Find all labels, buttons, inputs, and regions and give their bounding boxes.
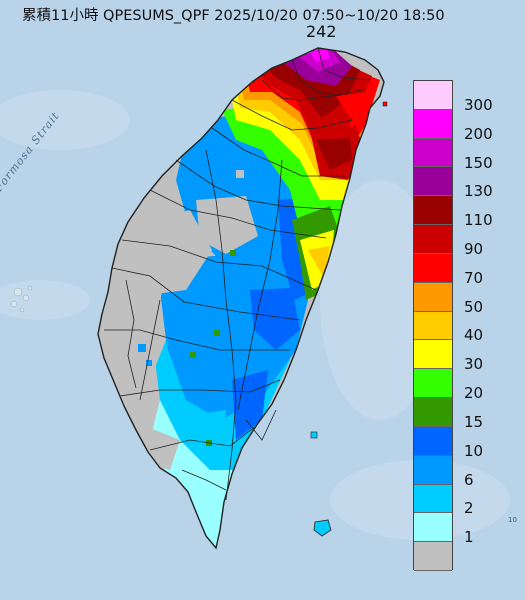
max-rainfall-value: 242 (306, 22, 337, 41)
orchid-island (313, 519, 332, 537)
rainfall-field (104, 48, 380, 548)
map-title: 累積11小時 QPESUMS_QPF 2025/10/20 07:50~10/2… (22, 8, 445, 24)
legend-swatch (414, 369, 452, 399)
green-island (310, 431, 318, 439)
legend-label: 10 (464, 441, 484, 460)
legend-swatch (414, 398, 452, 427)
keelung-islet (382, 101, 388, 107)
legend-label: 40 (464, 326, 484, 345)
legend-label: 70 (464, 268, 484, 287)
legend-swatch (414, 282, 452, 312)
legend-swatch (414, 311, 452, 341)
penghu-islands (10, 285, 33, 313)
legend-swatch (414, 513, 452, 543)
legend-swatch (414, 253, 452, 283)
legend-label: 2 (464, 499, 474, 518)
legend-label: 200 (464, 124, 493, 143)
legend-label: 300 (464, 95, 493, 114)
legend-swatch (414, 426, 452, 456)
legend-swatch (414, 455, 452, 485)
legend-swatch (414, 81, 452, 110)
legend-label: 15 (464, 412, 484, 431)
legend-swatch (414, 167, 452, 197)
legend-swatch (414, 109, 452, 139)
legend-swatch (414, 340, 452, 370)
legend-label: 30 (464, 355, 484, 374)
legend-label: 50 (464, 297, 484, 316)
legend-label: 150 (464, 153, 493, 172)
legend-label: 1 (464, 528, 474, 547)
legend-label: 130 (464, 182, 493, 201)
admin-borders (97, 47, 385, 549)
legend-swatch (414, 225, 452, 254)
legend-swatch (414, 542, 452, 571)
legend-swatch (414, 196, 452, 226)
legend-label: 6 (464, 470, 474, 489)
rainfall-legend (413, 80, 453, 571)
legend-swatch (414, 484, 452, 514)
legend-label: 90 (464, 239, 484, 258)
legend-swatch (414, 138, 452, 168)
legend-label: 20 (464, 384, 484, 403)
legend-label: 110 (464, 211, 493, 230)
edge-number-label: 10 (508, 516, 517, 524)
